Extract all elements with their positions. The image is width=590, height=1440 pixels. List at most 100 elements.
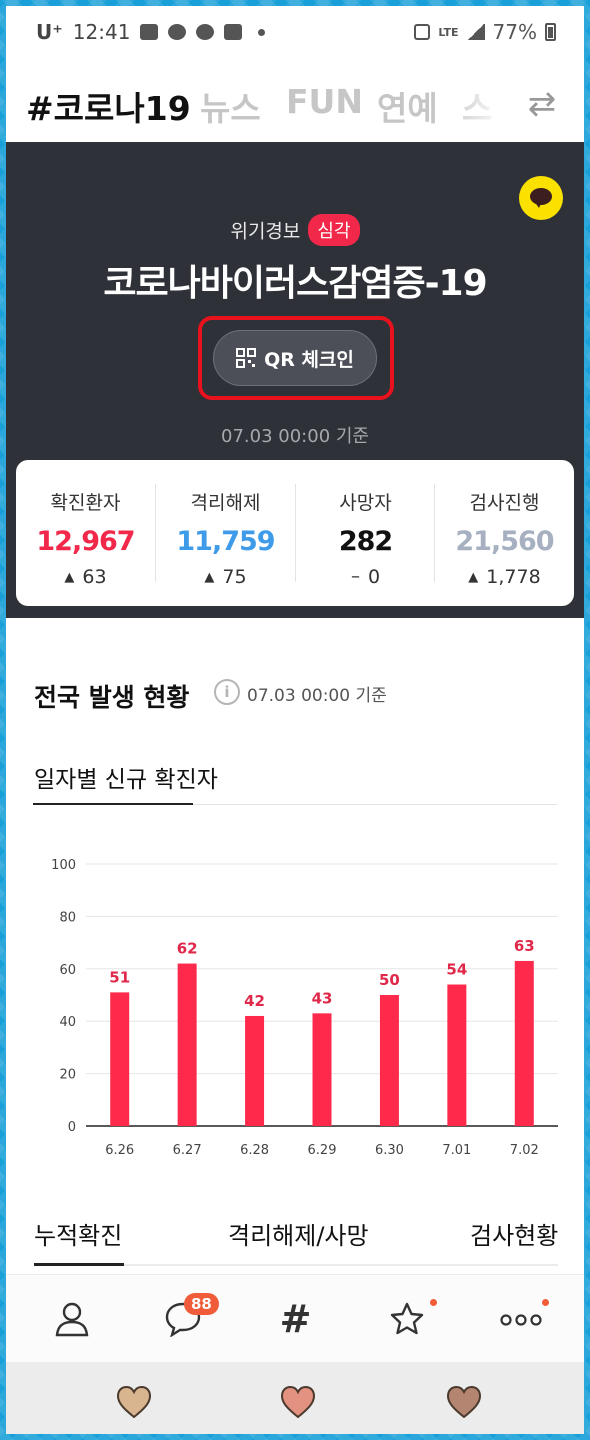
bar-value-label: 42 [244, 992, 265, 1010]
nav-chats[interactable]: 88 [126, 1275, 241, 1363]
suggestion-strip [6, 1362, 584, 1434]
y-tick-label: 80 [59, 910, 76, 925]
covid-hero-panel: 위기경보 심각 코로나바이러스감염증-19 QR 체크인 07.03 00:00 … [6, 142, 584, 618]
qr-code-icon [236, 348, 257, 368]
highlight-annotation-box [198, 316, 394, 400]
talk-icon [168, 24, 187, 40]
signal-icon [466, 24, 485, 40]
stat-released[interactable]: 격리해제 11,759 ▲ 75 [156, 460, 295, 606]
x-tick-label: 7.01 [442, 1143, 471, 1158]
stats-card: 확진환자 12,967 ▲ 63 격리해제 11,759 ▲ 75 사망자 282 … [16, 460, 574, 606]
network-label: LTE [438, 25, 459, 39]
divider [434, 484, 435, 582]
y-tick-label: 60 [59, 963, 76, 978]
divider [295, 484, 296, 582]
heart-icon[interactable] [446, 1384, 482, 1420]
mute-icon [414, 24, 431, 40]
bar [514, 960, 534, 1126]
battery-icon [545, 23, 556, 41]
battery-percent: 77% [492, 20, 537, 44]
bar [379, 995, 399, 1126]
alert-level-badge: 심각 [308, 214, 360, 246]
star-icon [390, 1302, 424, 1335]
stat-delta: ▲ 63 [16, 566, 155, 588]
tab-fade-overlay [446, 68, 516, 138]
new-dot-indicator [542, 1299, 549, 1306]
hash-icon: # [279, 1297, 312, 1341]
bottom-navigation: 88 # [6, 1274, 584, 1362]
divider [155, 484, 156, 582]
x-tick-label: 6.30 [375, 1143, 404, 1158]
stat-value: 11,759 [176, 526, 275, 557]
card-icon [224, 24, 243, 40]
up-triangle-icon: ▲ [204, 570, 215, 585]
tab-news[interactable]: 뉴스 [200, 89, 261, 128]
stat-testing[interactable]: 검사진행 21,560 ▲ 1,778 [435, 460, 574, 606]
x-tick-label: 6.28 [240, 1143, 269, 1158]
swap-arrows-icon[interactable]: ⇄ [527, 84, 557, 124]
stat-label: 확진환자 [50, 492, 121, 514]
chart-tab-daily-new[interactable]: 일자별 신규 확진자 [34, 767, 218, 793]
chat-bubble-icon [530, 188, 552, 208]
bar [177, 963, 197, 1126]
clock: 12:41 [72, 20, 131, 44]
tab-entertainment[interactable]: 연예 [377, 89, 438, 128]
nav-favorites[interactable] [350, 1275, 465, 1363]
person-icon [55, 1302, 89, 1337]
nav-friends[interactable] [12, 1275, 127, 1363]
daily-new-cases-chart: 0 20 40 60 80 100 51 6.26 62 6.27 42 6.28 43 6.29 50 6.… [51, 858, 558, 1158]
stat-value: 282 [338, 526, 393, 557]
info-icon[interactable]: i [214, 679, 240, 705]
stat-label: 격리해제 [190, 492, 261, 514]
stat-label: 사망자 [339, 492, 392, 514]
y-tick-label: 20 [59, 1068, 76, 1083]
y-tick-label: 100 [51, 858, 76, 873]
status-bar: U⁺ 12:41 LTE 77% [6, 6, 584, 58]
bar-value-label: 54 [446, 961, 467, 979]
top-tab-bar: #코로나19 뉴스 FUN 연예 스 ⇄ [6, 58, 584, 148]
stat-delta: ▲ 75 [156, 566, 295, 588]
facebook-icon [196, 24, 215, 40]
stat-delta: ▲ 1,778 [435, 566, 574, 588]
qr-checkin-button[interactable]: QR 체크인 [213, 330, 377, 386]
bar-value-label: 63 [514, 937, 535, 955]
up-triangle-icon: ▲ [64, 570, 75, 585]
flat-dash-icon: – [350, 566, 360, 587]
alert-label: 위기경보 [230, 220, 301, 243]
bar [447, 984, 467, 1126]
y-tick-label: 0 [68, 1120, 76, 1135]
tab-released-deaths[interactable]: 격리해제/사망 [228, 1222, 369, 1250]
chat-unread-badge: 88 [184, 1293, 219, 1315]
section-title: 전국 발생 현황 [34, 683, 190, 712]
hero-timestamp: 07.03 00:00 기준 [221, 426, 369, 447]
carrier-label: U⁺ [36, 20, 63, 44]
bar [312, 1013, 332, 1126]
nav-more[interactable] [464, 1275, 579, 1363]
tab-covid19[interactable]: #코로나19 [26, 89, 191, 128]
x-tick-label: 6.29 [308, 1143, 337, 1158]
tab-test-status[interactable]: 검사현황 [470, 1222, 559, 1250]
tab-fun[interactable]: FUN [286, 82, 363, 121]
active-bottom-tab-underline [34, 1263, 124, 1266]
stat-label: 검사진행 [469, 492, 540, 514]
stat-delta-value: 75 [222, 566, 247, 588]
heart-icon[interactable] [116, 1384, 152, 1420]
divider [33, 804, 557, 805]
stat-deaths[interactable]: 사망자 282 –0 [296, 460, 435, 606]
chat-icon [165, 1302, 201, 1337]
notification-dot-icon [258, 28, 266, 36]
y-tick-label: 40 [59, 1015, 76, 1030]
stat-value: 12,967 [36, 526, 135, 557]
qr-checkin-label: QR 체크인 [264, 348, 354, 371]
new-dot-indicator [430, 1299, 437, 1306]
stat-confirmed[interactable]: 확진환자 12,967 ▲ 63 [16, 460, 155, 606]
kakao-chat-button[interactable] [519, 176, 563, 220]
tab-cumulative-confirmed[interactable]: 누적확진 [34, 1222, 123, 1250]
x-tick-label: 7.02 [510, 1143, 539, 1158]
phone-screen: U⁺ 12:41 LTE 77% #코로나19 뉴스 FUN 연예 스 ⇄ 위기… [6, 6, 584, 1434]
heart-icon[interactable] [280, 1384, 316, 1420]
nav-hashtag[interactable]: # [238, 1275, 353, 1363]
bar [245, 1015, 265, 1126]
hero-title: 코로나바이러스감염증-19 [103, 263, 487, 304]
bar-value-label: 51 [109, 968, 130, 986]
